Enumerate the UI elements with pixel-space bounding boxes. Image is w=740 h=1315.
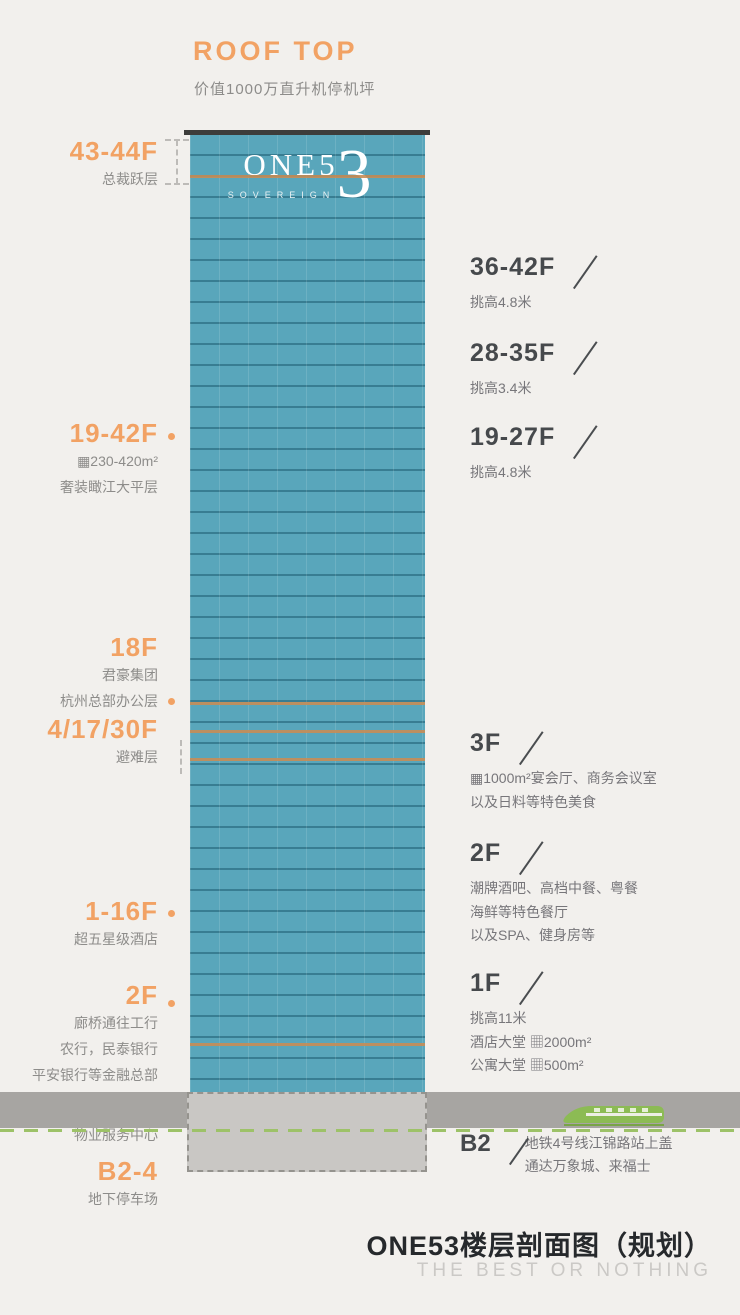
- floor-number-row: 28-35F: [470, 334, 598, 376]
- floor-label-3f: 3F ▦1000m²宴会厅、商务会议室 以及日料等特色美食: [470, 724, 657, 814]
- floor-label-refuge: 4/17/30F 避难层: [47, 714, 158, 769]
- tan-floor-line: [190, 702, 425, 705]
- one53-logo: ONE53 SOVEREIGN: [190, 140, 425, 210]
- building-tower: ONE53 SOVEREIGN: [190, 135, 425, 1092]
- floor-desc: 海鲜等特色餐厅: [470, 903, 568, 920]
- floor-desc: 挑高3.4米: [470, 380, 532, 396]
- dashed-bracket: [176, 140, 178, 184]
- footer-title: ONE53楼层剖面图（规划）: [366, 1231, 712, 1261]
- floor-desc: 挑高4.8米: [470, 464, 532, 480]
- floor-number: 19-42F: [69, 418, 158, 448]
- floor-number: B2: [460, 1130, 491, 1157]
- metro-desc-line: 地铁4号线江锦路站上盖: [524, 1135, 673, 1151]
- floor-desc: 潮牌酒吧、高档中餐、粤餐: [470, 880, 638, 896]
- floor-desc: 农行，民泰银行: [60, 1040, 158, 1057]
- underground-floors: [187, 1092, 427, 1172]
- floor-number: 43-44F: [69, 136, 158, 166]
- floor-number-row: 1F: [470, 964, 591, 1006]
- train-icon: [558, 1102, 666, 1133]
- slash-mark: [519, 841, 544, 876]
- floor-label-19-42f: 19-42F ▦230-420m² 奢装瞰江大平层: [60, 418, 158, 499]
- floor-desc: 奢装瞰江大平层: [60, 478, 158, 495]
- floor-number-row: 3F: [470, 724, 657, 766]
- metro-desc: 地铁4号线江锦路站上盖 通达万象城、来福士: [525, 1132, 673, 1178]
- floor-number-row: B2: [460, 1130, 529, 1166]
- floor-number: 1-16F: [85, 896, 158, 926]
- floor-desc: 挑高4.8米: [470, 294, 532, 310]
- floor-number: 18F: [110, 632, 158, 662]
- floor-desc: 酒店大堂 ▦2000m²: [470, 1033, 592, 1050]
- floor-label-18f: 18F 君豪集团 杭州总部办公层: [60, 632, 158, 713]
- floor-desc: 总裁跃层: [102, 171, 158, 188]
- metro-desc-line: 通达万象城、来福士: [524, 1158, 651, 1175]
- floor-desc: 公寓大堂 ▦500m²: [470, 1057, 584, 1074]
- floor-desc: 挑高11米: [470, 1010, 527, 1026]
- floor-desc: 超五星级酒店: [74, 931, 158, 948]
- floor-desc: 廊桥通往工行: [74, 1015, 158, 1032]
- floor-label-1-16f: 1-16F 超五星级酒店: [74, 896, 158, 951]
- floor-number: 1F: [470, 969, 502, 997]
- leader-dot: [168, 910, 175, 917]
- floor-label-28-35f: 28-35F 挑高3.4米: [470, 334, 598, 401]
- floor-desc: 杭州总部办公层: [60, 692, 158, 709]
- metro-label-b2: B2 地铁4号线江锦路站上盖 通达万象城、来福士: [460, 1130, 672, 1178]
- floor-label-b2-4: B2-4 地下停车场: [88, 1156, 158, 1211]
- footer-slogan: THE BEST OR NOTHING: [416, 1260, 712, 1281]
- slash-mark: [573, 425, 598, 460]
- slash-mark: [573, 341, 598, 376]
- floor-desc: 避难层: [116, 749, 158, 766]
- leader-dot: [168, 1000, 175, 1007]
- slash-mark: [519, 731, 544, 766]
- floor-number: 2F: [125, 980, 158, 1010]
- leader-dot: [168, 433, 175, 440]
- metro-dashed-line: [0, 1129, 740, 1132]
- floor-number-row: 2F: [470, 834, 638, 876]
- slash-mark: [573, 255, 598, 290]
- floor-number: 28-35F: [470, 339, 556, 367]
- floor-label-2f-right: 2F 潮牌酒吧、高档中餐、粤餐 海鲜等特色餐厅 以及SPA、健身房等: [470, 834, 638, 948]
- roof-cap-line: [184, 130, 430, 135]
- tan-floor-line: [190, 1043, 425, 1046]
- leader-dot: [168, 698, 175, 705]
- dashed-bracket: [180, 740, 182, 774]
- roof-title: ROOF TOP: [193, 36, 358, 66]
- floor-label-43-44f: 43-44F 总裁跃层: [69, 136, 158, 191]
- floor-desc: 平安银行等金融总部: [32, 1066, 158, 1083]
- logo-subtitle: SOVEREIGN: [227, 190, 336, 200]
- floor-label-36-42f: 36-42F 挑高4.8米: [470, 248, 598, 315]
- dashed-bracket: [165, 183, 189, 185]
- slash-mark: [519, 971, 544, 1006]
- floor-number-row: 36-42F: [470, 248, 598, 290]
- tan-floor-line: [190, 758, 425, 761]
- dashed-bracket: [165, 139, 189, 141]
- floor-number: B2-4: [97, 1156, 158, 1186]
- floor-number: 3F: [470, 729, 502, 757]
- floor-desc: 以及日料等特色美食: [470, 793, 596, 810]
- floor-number: 2F: [470, 839, 502, 867]
- floor-desc: ▦1000m²宴会厅、商务会议室: [470, 770, 657, 786]
- floor-desc: 以及SPA、健身房等: [470, 927, 595, 944]
- floor-desc: 君豪集团: [102, 667, 158, 684]
- floor-number: 4/17/30F: [47, 714, 158, 744]
- floor-number: 19-27F: [470, 423, 556, 451]
- roof-subtitle: 价值1000万直升机停机坪: [194, 81, 376, 98]
- floor-desc: 地下停车场: [88, 1191, 158, 1208]
- floor-label-1f: 1F 挑高11米 酒店大堂 ▦2000m² 公寓大堂 ▦500m²: [470, 964, 591, 1078]
- floor-label-2f-left: 2F 廊桥通往工行 农行，民泰银行 平安银行等金融总部: [32, 980, 158, 1086]
- floor-label-19-27f: 19-27F 挑高4.8米: [470, 418, 598, 485]
- floor-desc: ▦230-420m²: [77, 453, 158, 470]
- tan-floor-line: [190, 175, 425, 178]
- tan-floor-line: [190, 730, 425, 733]
- floor-number-row: 19-27F: [470, 418, 598, 460]
- floor-number: 36-42F: [470, 253, 556, 281]
